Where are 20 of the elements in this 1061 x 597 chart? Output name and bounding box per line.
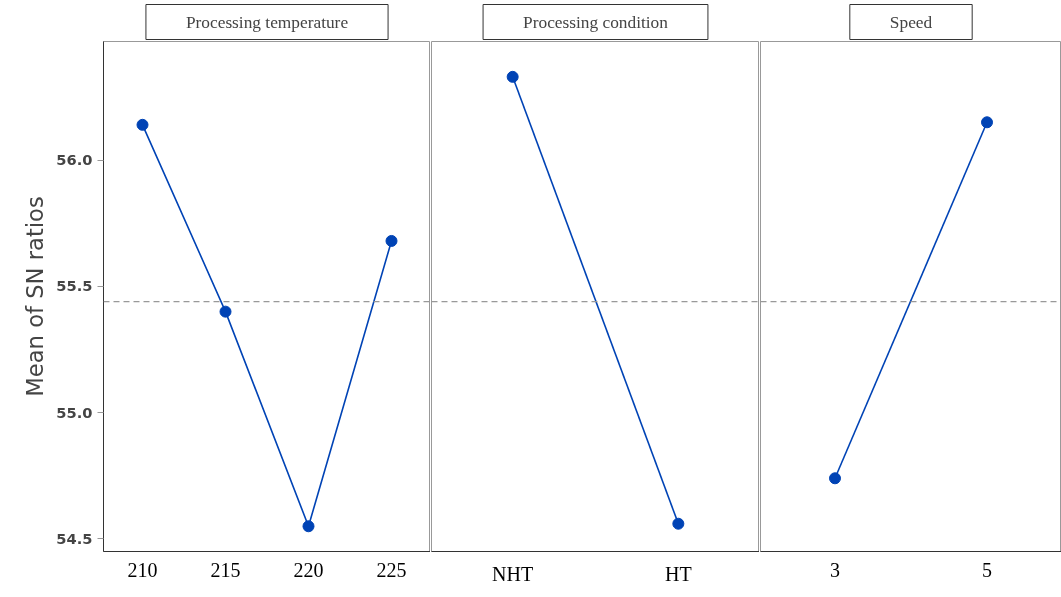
x-tick-label: 215	[210, 558, 241, 581]
x-tick-label: 225	[376, 558, 407, 581]
point	[302, 520, 315, 533]
chart-title: Speed	[889, 12, 933, 32]
x-tick-label: NHT	[492, 562, 534, 585]
y-axis-title: Mean of SN ratios	[22, 196, 49, 397]
point	[385, 234, 398, 247]
y-tick-label: 56.0	[56, 151, 93, 169]
point	[219, 305, 232, 318]
x-tick-label: HT	[665, 562, 692, 585]
chart-title: Processing temperature	[185, 12, 349, 32]
y-tick-label: 55.0	[56, 403, 93, 421]
y-tick-label: 54.5	[56, 529, 93, 547]
x-tick-label: 220	[293, 558, 324, 581]
chart-title: Processing condition	[523, 12, 669, 32]
x-tick-label: 5	[982, 558, 993, 581]
y-tick-label: 55.5	[56, 277, 93, 295]
x-tick-label: 210	[127, 558, 158, 581]
point	[136, 118, 149, 131]
x-tick-label: 3	[829, 558, 840, 581]
